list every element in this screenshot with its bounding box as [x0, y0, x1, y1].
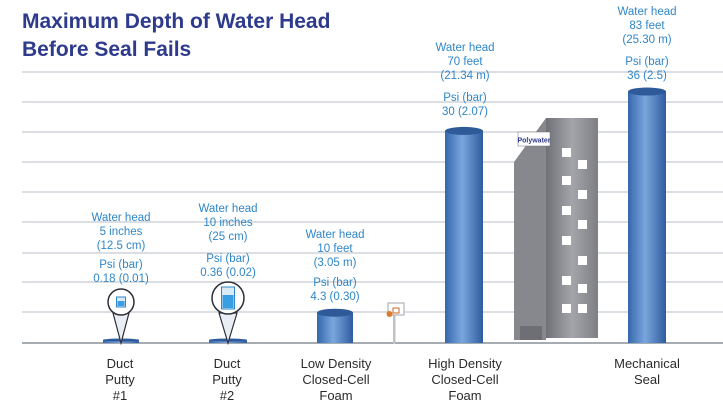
category-line: Duct: [106, 356, 134, 371]
category-line: High Density: [428, 356, 502, 371]
bar-body: [317, 312, 353, 343]
data-label-line: Psi (bar): [443, 92, 487, 104]
data-label-line: (25.30 m): [622, 34, 672, 46]
data-label-line: Psi (bar): [99, 259, 143, 271]
bar-body: [628, 91, 666, 343]
basketball-hoop-icon: [386, 302, 405, 344]
bar-cap: [628, 87, 666, 96]
data-label-line: (3.05 m): [313, 257, 357, 269]
category-line: #2: [219, 388, 235, 403]
gridlines: [22, 71, 723, 344]
category-line: #1: [112, 388, 128, 403]
data-label-line: 30 (2.07): [441, 106, 489, 118]
data-label-line: Water head: [305, 229, 365, 241]
data-label-line: 4.3 (0.30): [310, 291, 360, 303]
chart-title: Maximum Depth of Water Head Before Seal …: [22, 8, 330, 64]
category-label: Duct Putty #1: [60, 356, 180, 404]
category-line: Foam: [319, 388, 353, 403]
title-line: Before Seal Fails: [22, 38, 192, 61]
data-label-line: 36 (2.5): [627, 70, 667, 82]
category-label: Mechanical Seal: [587, 356, 707, 388]
category-line: Seal: [633, 372, 661, 387]
category-line: Putty: [212, 372, 242, 387]
data-label: Water head 70 feet (21.34 m) Psi (bar) 3…: [410, 41, 520, 119]
building-icon: Polywater: [514, 118, 598, 340]
water-glass-icon: [211, 281, 245, 346]
category-label: Duct Putty #2: [167, 356, 287, 404]
bar: [628, 87, 666, 343]
data-label-line: Water head: [435, 42, 495, 54]
bar: [317, 308, 353, 343]
title-line: Maximum Depth of Water Head: [22, 10, 331, 33]
data-label-line: Psi (bar): [625, 56, 669, 68]
category-line: Duct: [213, 356, 241, 371]
data-label-line: 10 inches: [203, 217, 253, 229]
bar-cap: [317, 308, 353, 317]
category-line: Closed-Cell: [302, 372, 370, 387]
data-label-line: 0.36 (0.02): [200, 267, 256, 279]
category-line: Foam: [448, 388, 482, 403]
data-label-line: 70 feet: [447, 56, 483, 68]
data-label-line: 10 feet: [317, 243, 353, 255]
category-label: High Density Closed-Cell Foam: [405, 356, 525, 404]
data-label: Water head 5 inches (12.5 cm) Psi (bar) …: [66, 211, 176, 286]
bar: [445, 126, 483, 343]
data-label-line: Water head: [91, 212, 151, 224]
data-label-line: (25 cm): [208, 231, 248, 243]
water-glass-icon: [107, 288, 135, 346]
data-label-line: 83 feet: [629, 20, 665, 32]
data-label-line: Water head: [617, 6, 677, 18]
data-label-line: 0.18 (0.01): [93, 273, 149, 285]
category-line: Putty: [105, 372, 135, 387]
data-label-line: Psi (bar): [206, 253, 250, 265]
magnifiers: [107, 281, 245, 346]
bars: [103, 87, 666, 343]
category-line: Closed-Cell: [431, 372, 499, 387]
data-label-line: (21.34 m): [440, 70, 490, 82]
data-label: Water head 10 feet (3.05 m) Psi (bar) 4.…: [280, 228, 390, 304]
category-label: Low Density Closed-Cell Foam: [276, 356, 396, 404]
data-label-line: 5 inches: [99, 226, 143, 238]
data-label-line: (12.5 cm): [96, 240, 146, 252]
building-sign: Polywater: [517, 138, 550, 145]
data-label-line: Water head: [198, 203, 258, 215]
data-label-line: Psi (bar): [313, 277, 357, 289]
bar-cap: [445, 126, 483, 135]
data-label: Water head 83 feet (25.30 m) Psi (bar) 3…: [592, 5, 702, 83]
category-line: Mechanical: [614, 356, 680, 371]
data-label: Water head 10 inches (25 cm) Psi (bar) 0…: [173, 202, 283, 280]
category-line: Low Density: [300, 356, 372, 371]
bar-body: [445, 130, 483, 343]
